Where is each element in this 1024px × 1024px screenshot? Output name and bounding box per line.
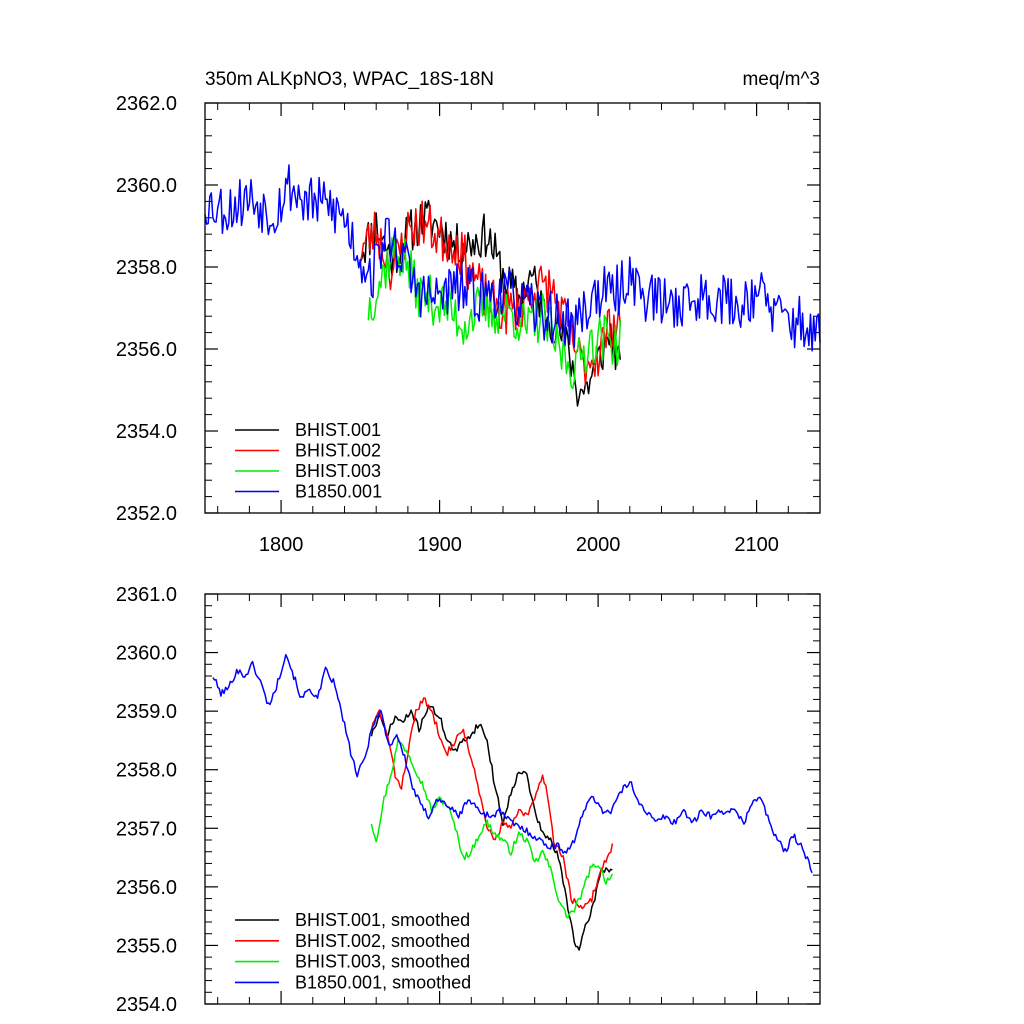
y-tick-label: 2356.0 [116,339,177,361]
y-tick-label: 2355.0 [116,935,177,957]
series-line-4 [212,653,813,874]
y-tick-label: 2352.0 [116,503,177,525]
y-tick-label: 2357.0 [116,818,177,840]
bottom-panel-plot-area [204,593,821,1005]
series-line-2 [370,697,614,910]
top-panel-title: 350m ALKpNO3, WPAC_18S-18N [205,69,494,90]
legend-label-3: BHIST.003 [295,461,381,481]
legend-label-3: BHIST.003, smoothed [295,952,470,972]
y-tick-label: 2360.0 [116,175,177,197]
x-tick-label: 1800 [259,534,304,556]
top-panel-lines [204,164,821,407]
series-line-4 [204,164,821,352]
y-tick-label: 2360.0 [116,643,177,665]
top-panel-units: meq/m^3 [742,69,820,90]
legend-label-1: BHIST.001 [295,420,381,440]
series-line-3 [370,737,614,919]
legend-label-4: B1850.001, smoothed [295,972,471,992]
bottom-panel-ticks: 2354.0 2355.0 2356.0 2357.0 2358.0 2359.0 2360… [116,584,821,1016]
x-tick-label: 2100 [734,534,779,556]
y-tick-label: 2354.0 [116,421,177,443]
legend-label-1: BHIST.001, smoothed [295,910,470,930]
y-tick-label: 2356.0 [116,877,177,899]
bottom-panel: 2354.0 2355.0 2356.0 2357.0 2358.0 2359.0 2360… [116,584,821,1016]
legend-label-4: B1850.001 [295,482,382,502]
top-panel-plot-area [204,102,821,514]
series-line-1 [370,705,613,951]
y-tick-label: 2358.0 [116,257,177,279]
y-tick-label: 2358.0 [116,760,177,782]
x-tick-label: 1900 [417,534,462,556]
y-tick-label: 2359.0 [116,701,177,723]
top-panel-ticks: 1800 1900 2000 2100 2352.0 2354.0 2356.0 2358.0… [116,93,821,556]
bottom-panel-lines [212,653,813,951]
y-tick-label: 2354.0 [116,994,177,1016]
y-tick-label: 2362.0 [116,93,177,115]
x-tick-label: 2000 [576,534,621,556]
legend-label-2: BHIST.002, smoothed [295,931,470,951]
legend-label-2: BHIST.002 [295,441,381,461]
y-tick-label: 2361.0 [116,584,177,606]
top-panel: 350m ALKpNO3, WPAC_18S-18N meq/m^3 1800 1… [116,69,821,556]
